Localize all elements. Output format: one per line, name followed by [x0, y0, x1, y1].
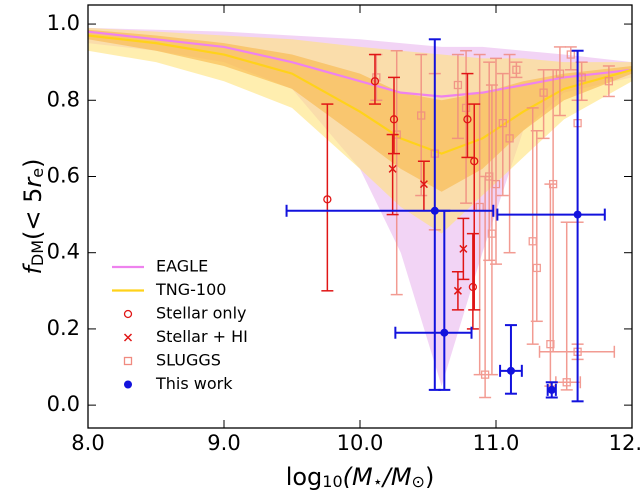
xlabel-label: log10(M⋆/M⊙)	[286, 463, 435, 491]
ylabel-part: (< 5	[19, 188, 47, 240]
series	[321, 53, 481, 330]
marker	[430, 206, 439, 215]
marker	[539, 88, 548, 97]
marker	[453, 80, 463, 90]
marker	[123, 333, 133, 342]
marker	[506, 366, 515, 375]
ylabel-label: fDM(< 5re)	[19, 158, 47, 274]
x-tick-label: 9.0	[207, 431, 240, 455]
marker	[555, 69, 565, 78]
series	[285, 38, 606, 403]
marker	[546, 340, 555, 349]
xlabel-part: )	[425, 463, 434, 491]
plot-area	[87, 27, 633, 403]
marker	[485, 172, 494, 181]
marker	[388, 164, 397, 173]
ylabel-part: )	[19, 158, 47, 167]
xlabel-part: ⊙	[412, 472, 425, 491]
xlabel-part: log	[286, 463, 323, 491]
marker	[532, 263, 541, 273]
y-tick-label: 1.0	[47, 11, 80, 35]
marker	[463, 115, 472, 124]
y-tick-label: 0.6	[47, 163, 80, 187]
y-tick-label: 0.8	[47, 87, 80, 111]
marker	[459, 244, 468, 253]
x-tick-label: 8.0	[71, 431, 104, 455]
legend-label: Stellar only	[156, 304, 246, 323]
marker	[505, 134, 514, 143]
marker	[604, 77, 614, 86]
x-tick-label: 10.0	[337, 431, 384, 455]
marker	[124, 380, 132, 389]
series	[386, 133, 470, 311]
marker	[548, 179, 558, 189]
marker	[461, 103, 471, 113]
marker	[512, 65, 521, 74]
marker	[389, 115, 399, 124]
marker	[573, 210, 582, 219]
marker	[470, 157, 479, 166]
legend-label: SLUGGS	[156, 351, 221, 370]
legend-label: Stellar + HI	[156, 327, 248, 346]
marker	[566, 50, 575, 59]
marker	[323, 195, 332, 204]
x-tick-label: 12.0	[609, 431, 642, 455]
marker	[419, 180, 428, 189]
marker	[123, 309, 133, 319]
marker	[123, 356, 133, 366]
ylabel-part: e	[28, 168, 47, 178]
marker	[562, 378, 571, 387]
marker	[491, 179, 501, 189]
ylabel-part: DM	[28, 240, 47, 266]
legend-label: EAGLE	[156, 257, 208, 276]
xlabel-part: 10	[322, 472, 342, 491]
x-tick-label: 11.0	[473, 431, 520, 455]
marker	[498, 118, 507, 128]
marker	[468, 282, 478, 292]
marker	[372, 73, 381, 82]
marker	[370, 77, 380, 86]
legend-label: This work	[155, 374, 233, 393]
xlabel-part: /M	[381, 463, 412, 491]
xlabel-part: ⋆	[373, 472, 383, 491]
xlabel-part: (M	[343, 463, 373, 491]
marker	[547, 385, 556, 394]
median-line	[87, 30, 633, 98]
y-tick-label: 0.0	[47, 392, 80, 416]
legend: EAGLE TNG-100 Stellar only Stellar + HI SLUG…	[112, 257, 248, 393]
marker	[453, 286, 462, 295]
y-tick-label: 0.4	[47, 240, 80, 264]
y-tick-label: 0.2	[47, 316, 80, 340]
ylabel-part: r	[19, 176, 47, 188]
marker	[440, 328, 449, 337]
legend-label: TNG-100	[155, 280, 226, 299]
marker	[417, 111, 426, 120]
